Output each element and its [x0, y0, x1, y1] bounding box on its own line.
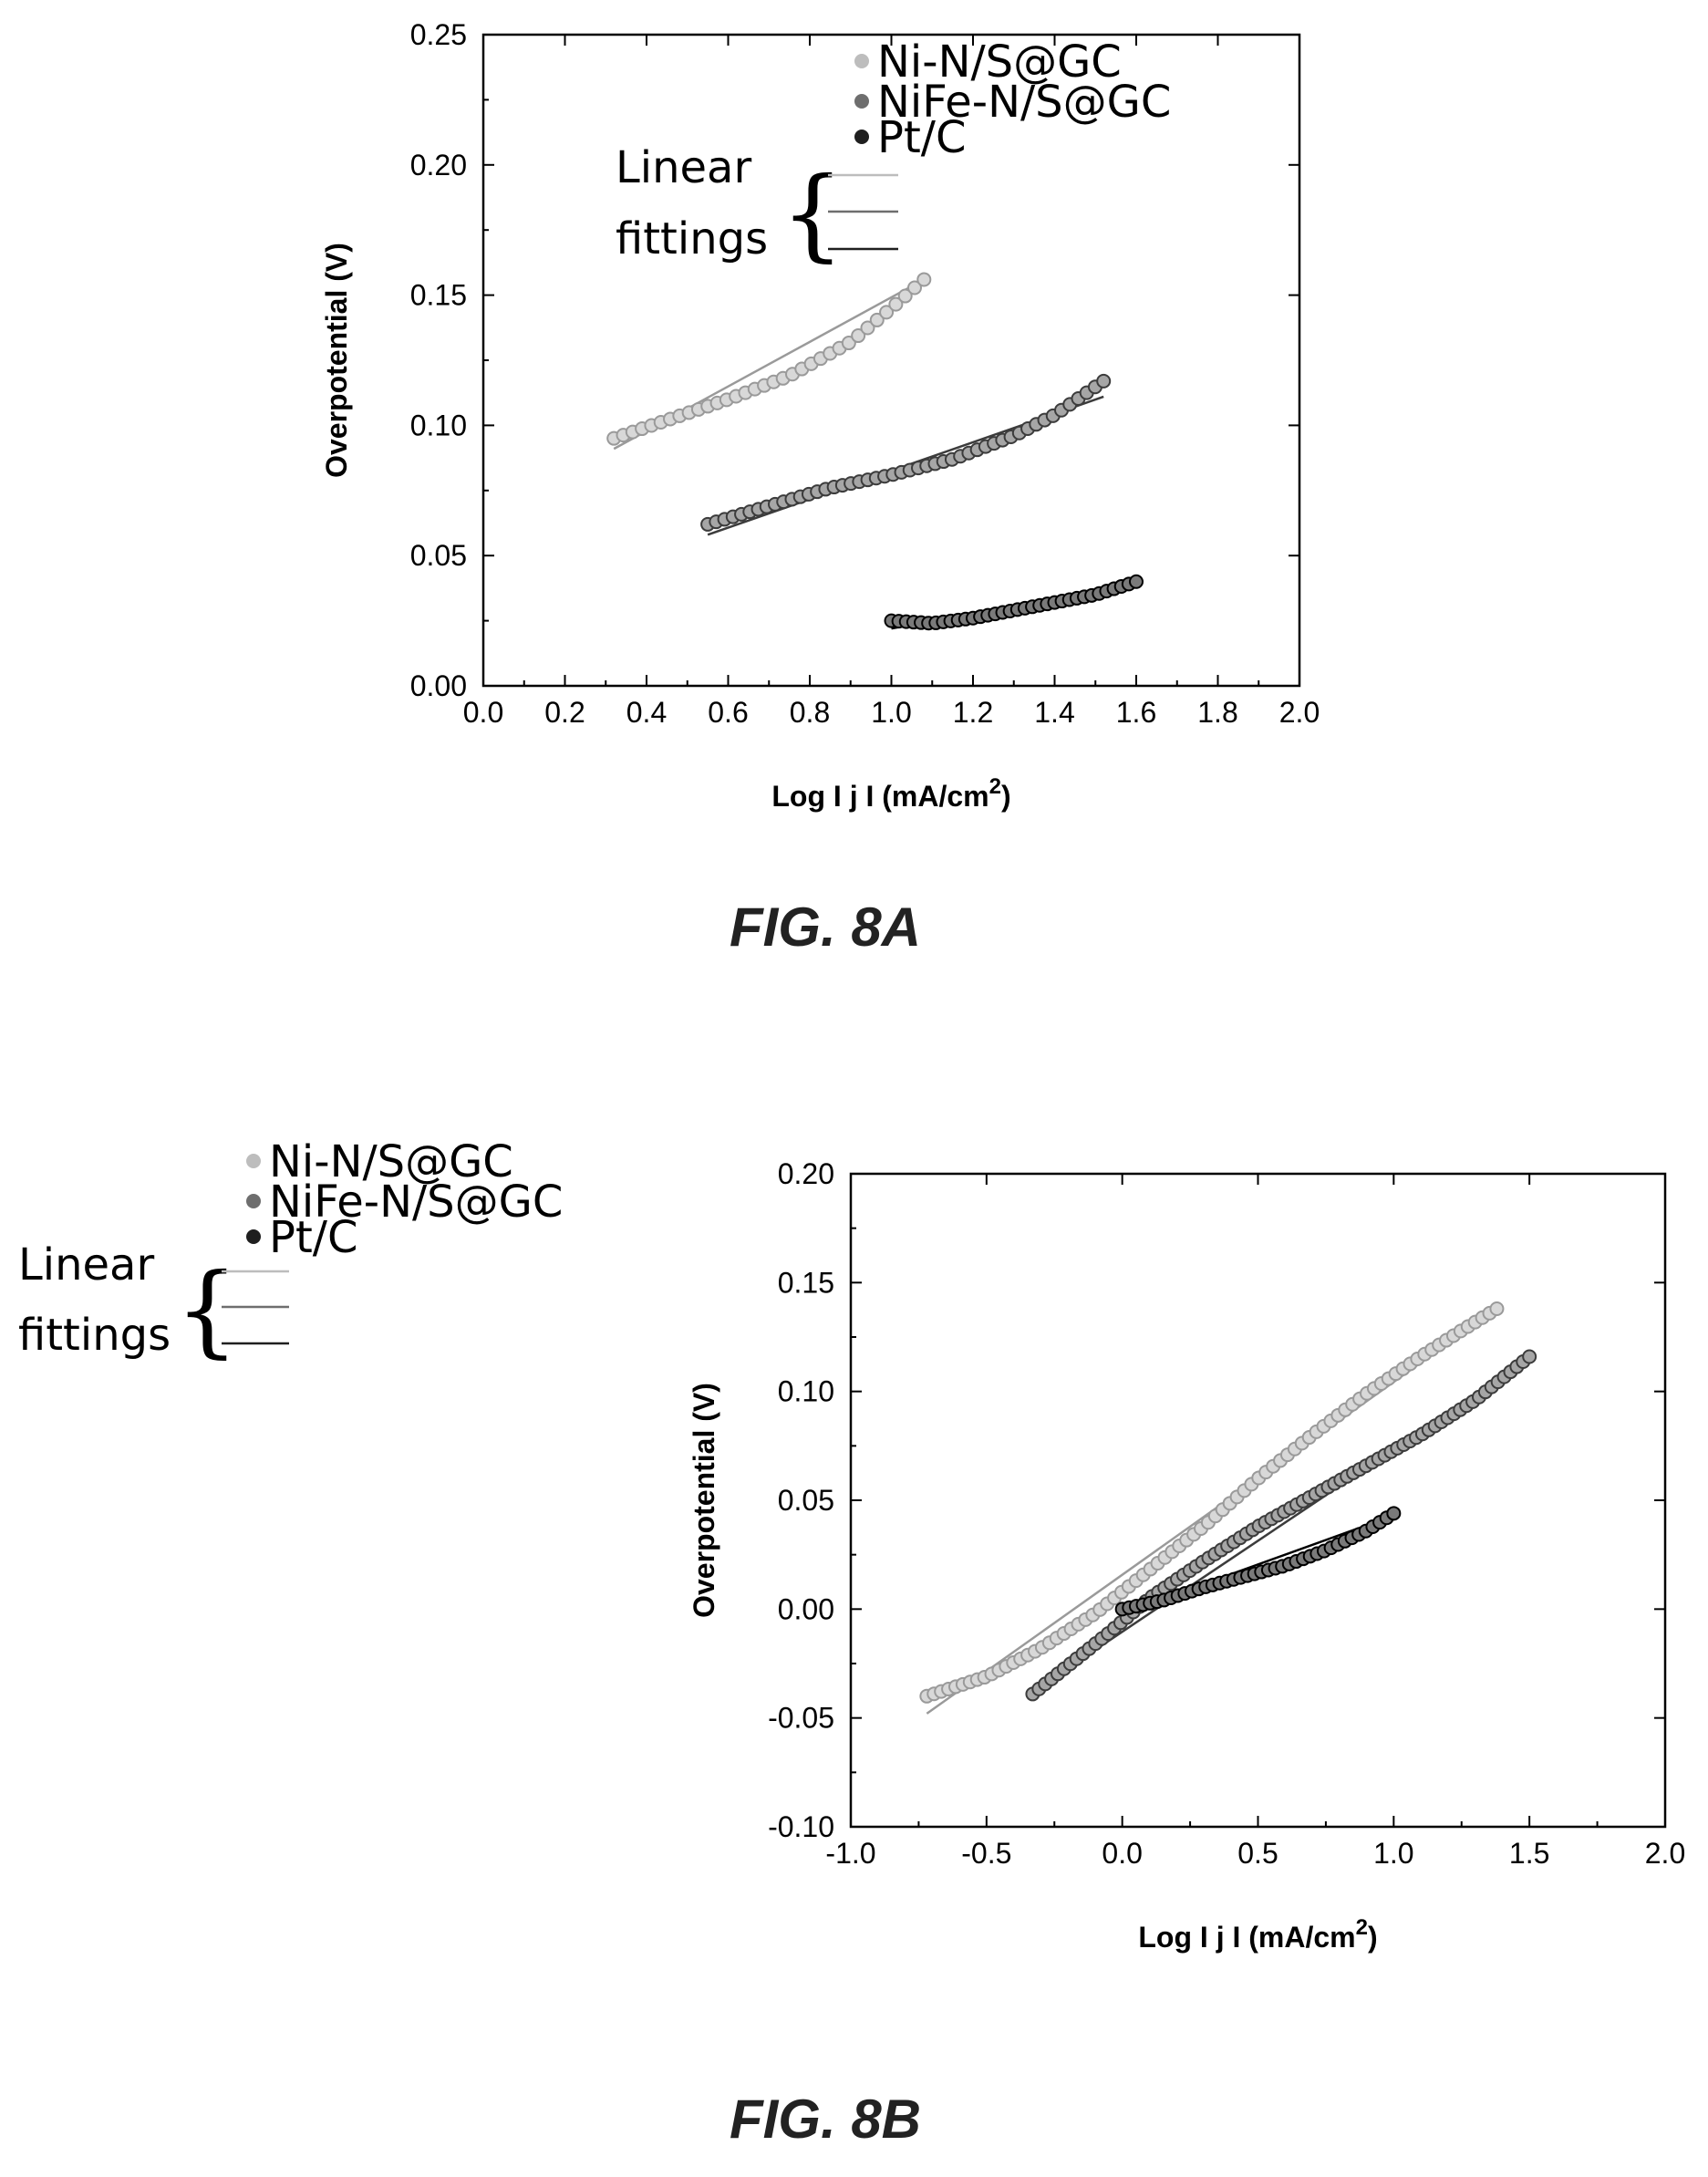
y-axis-label-8b: Overpotential (V): [688, 1383, 720, 1618]
point-a-0-32: [906, 280, 922, 295]
point-a-0-27: [860, 320, 875, 336]
legend-label-ptc: Pt/C: [877, 112, 966, 163]
plot-frame-8b: [849, 1172, 1667, 1829]
fit-label-line2-b: fittings: [18, 1310, 171, 1361]
point-a-0-31: [897, 288, 913, 304]
legend-marker-nife-b: [246, 1194, 261, 1208]
fit-label-line1-b: Linear: [18, 1239, 154, 1291]
data-points-8a: [606, 272, 1144, 631]
legend-label-ni: Ni-N/S@GC: [877, 36, 1122, 88]
point-a-0-33: [916, 272, 932, 287]
x-axis-label-8b: Log I j I (mA/cm2): [1138, 1915, 1377, 1954]
point-b-0-79: [1489, 1301, 1505, 1316]
y-tick-label-b-1: -0.05: [768, 1702, 834, 1735]
x-tick-label-b-4: 1.0: [1373, 1837, 1413, 1870]
legend-marker-ni-b: [246, 1154, 261, 1168]
legend-marker-ptc: [854, 130, 869, 144]
x-tick-label-a-7: 1.4: [1034, 696, 1074, 729]
x-tick-label-b-5: 1.5: [1509, 1837, 1549, 1870]
y-tick-label-a-4: 0.20: [410, 149, 467, 181]
ticks-8b: -1.0 -0.5 0.0 0.5 1.0 1.5 2.0 -0.10 -0.05 0.00 0.0…: [768, 1157, 1685, 1870]
data-points-8b: [919, 1301, 1537, 1704]
y-tick-label-a-0: 0.00: [410, 669, 467, 702]
legend-label-ni-b: Ni-N/S@GC: [269, 1136, 513, 1187]
chart-fig-8b: -1.0 -0.5 0.0 0.5 1.0 1.5 2.0 -0.10 -0.05 0.00 0.0…: [688, 1157, 1685, 1954]
legend-marker-ptc-b: [246, 1229, 261, 1244]
point-a-0-26: [851, 328, 866, 344]
y-tick-label-a-3: 0.15: [410, 279, 467, 312]
x-tick-label-a-10: 2.0: [1279, 696, 1320, 729]
y-tick-label-a-2: 0.10: [410, 409, 467, 441]
point-a-1-47: [1096, 373, 1112, 389]
point-a-0-28: [869, 312, 885, 327]
x-tick-label-b-3: 0.5: [1237, 1837, 1278, 1870]
legend-marker-nife: [854, 94, 869, 109]
x-tick-label-b-6: 2.0: [1645, 1837, 1685, 1870]
y-tick-label-b-2: 0.00: [778, 1592, 834, 1625]
point-a-0-30: [888, 296, 904, 312]
legend-label-nife-b: NiFe-N/S@GC: [269, 1177, 563, 1228]
y-tick-label-b-3: 0.05: [778, 1484, 834, 1517]
fit-lines-8a: [613, 278, 1137, 630]
fit-label-line2: fittings: [616, 213, 768, 264]
point-a-2-33: [1129, 574, 1144, 589]
y-tick-label-b-4: 0.10: [778, 1375, 834, 1408]
x-tick-label-a-4: 0.8: [790, 696, 830, 729]
y-axis-label-8a: Overpotential (V): [320, 243, 353, 478]
point-a-0-25: [841, 336, 856, 351]
legend-marker-ni: [854, 54, 869, 68]
x-tick-label-a-3: 0.6: [708, 696, 748, 729]
legend-label-nife: NiFe-N/S@GC: [877, 77, 1171, 128]
x-tick-label-a-5: 1.0: [871, 696, 911, 729]
figure-label-8b: FIG. 8B: [730, 2089, 921, 2150]
x-tick-label-a-6: 1.2: [953, 696, 993, 729]
x-axis-label-8a: Log I j I (mA/cm2): [771, 774, 1010, 813]
y-tick-label-a-5: 0.25: [410, 18, 467, 51]
x-tick-label-a-2: 0.4: [626, 696, 667, 729]
legend-8a: Ni-N/S@GC NiFe-N/S@GC Pt/C Linear fittin…: [616, 36, 1171, 272]
x-tick-label-a-0: 0.0: [463, 696, 503, 729]
x-tick-label-a-9: 1.8: [1197, 696, 1237, 729]
legend-8b: Ni-N/S@GC NiFe-N/S@GC Pt/C Linear fittin…: [18, 1136, 563, 1368]
x-tick-label-b-1: -0.5: [961, 1837, 1011, 1870]
fit-label-line1: Linear: [616, 142, 751, 193]
y-tick-label-b-6: 0.20: [778, 1157, 834, 1190]
y-tick-label-a-1: 0.05: [410, 539, 467, 572]
point-b-2-39: [1386, 1506, 1402, 1521]
y-tick-label-b-5: 0.15: [778, 1266, 834, 1299]
brace-icon-b: {: [175, 1251, 239, 1368]
point-b-1-79: [1522, 1349, 1537, 1364]
figure-label-8a: FIG. 8A: [730, 897, 921, 958]
y-tick-label-b-0: -0.10: [768, 1810, 834, 1843]
x-tick-label-a-1: 0.2: [544, 696, 585, 729]
x-tick-label-b-0: -1.0: [825, 1837, 875, 1870]
ticks-8a: 0.0 0.2 0.4 0.6 0.8 1.0 1.2 1.4 1.6 1.8 2.0 0.00 0.0…: [410, 18, 1320, 729]
brace-icon: {: [781, 155, 844, 272]
point-a-0-29: [879, 305, 895, 320]
legend-label-ptc-b: Pt/C: [269, 1212, 357, 1263]
x-tick-label-a-8: 1.6: [1116, 696, 1156, 729]
chart-fig-8a: 0.0 0.2 0.4 0.6 0.8 1.0 1.2 1.4 1.6 1.8 2.0 0.00 0.0…: [320, 18, 1320, 813]
x-tick-label-b-2: 0.0: [1102, 1837, 1142, 1870]
